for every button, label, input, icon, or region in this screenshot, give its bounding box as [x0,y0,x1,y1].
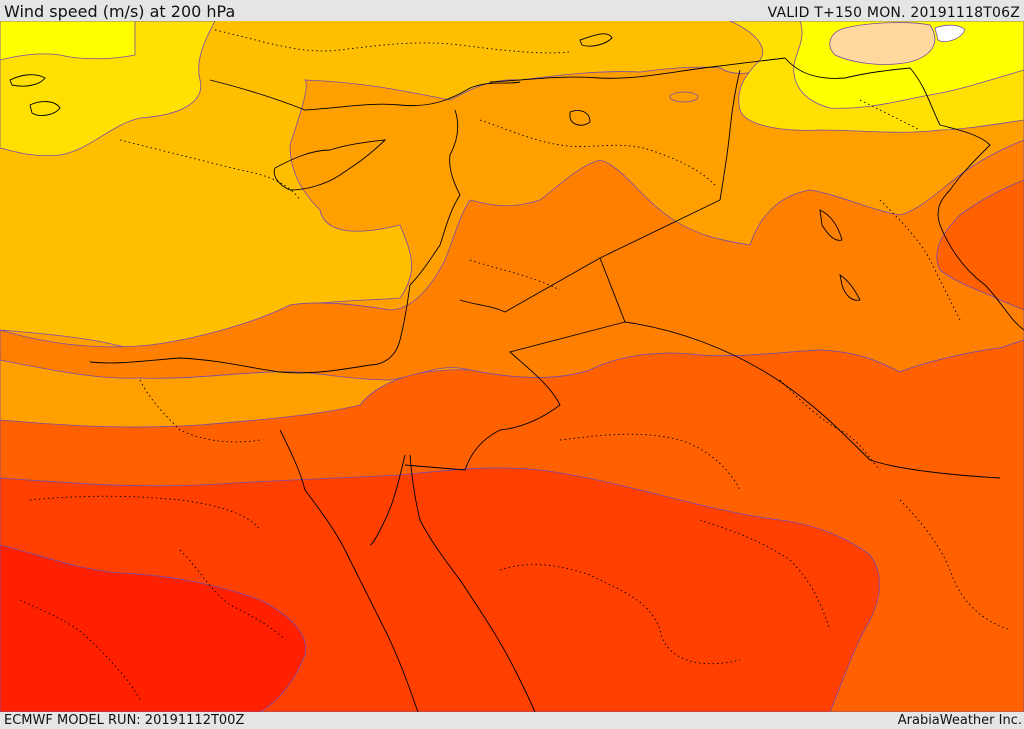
credit-label: ArabiaWeather Inc. [897,713,1022,728]
band-red [0,544,307,712]
band-light-ne [829,22,936,65]
band-dark-orange-east [936,179,1024,311]
band-calm-ne [934,24,966,42]
footer-bar: ECMWF MODEL RUN: 20191112T00Z ArabiaWeat… [0,712,1024,729]
internal-boundaries [19,29,1011,701]
header-bar: Wind speed (m/s) at 200 hPa VALID T+150 … [0,0,1024,21]
coastlines [9,33,1024,712]
wind-speed-map[interactable] [0,21,1024,712]
map-canvas [0,21,1024,712]
map-title: Wind speed (m/s) at 200 hPa [4,2,236,21]
model-run-label: ECMWF MODEL RUN: 20191112T00Z [4,713,245,728]
band-bright-yellow-nw [0,21,136,61]
band-light-orange-blob [669,91,699,103]
valid-time: VALID T+150 MON. 20191118T06Z [767,5,1020,21]
